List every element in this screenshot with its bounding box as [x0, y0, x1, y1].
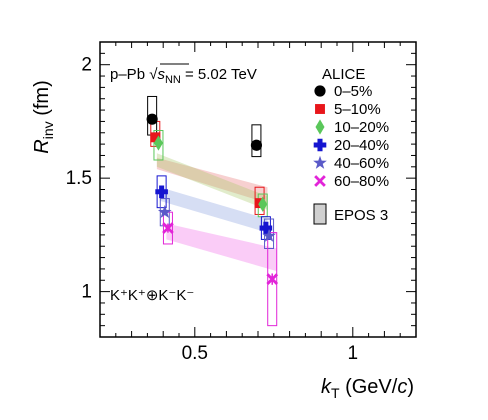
y-axis-label-sub: inv [40, 121, 56, 139]
legend-header: ALICE [322, 66, 365, 83]
s-symbol: s [157, 66, 165, 83]
data-markers [146, 113, 279, 285]
y-axis-label-rest: (fm) [31, 80, 53, 121]
data-point [266, 273, 279, 285]
legend-marker [313, 155, 327, 169]
legend-marker [313, 138, 327, 152]
data-point [162, 222, 174, 234]
x-axis-label-rest: (GeV/ [340, 376, 398, 398]
sys-box [153, 130, 164, 161]
epos3-bands [156, 153, 277, 272]
tick-labels: 0.5 1 1 1.5 2 [66, 55, 359, 364]
system-annotation: p–Pb √sNN = 5.02 TeV [110, 66, 257, 86]
legend-label: 60–80% [334, 173, 389, 190]
data-point [153, 135, 163, 151]
x-axis-label-close: ) [407, 376, 414, 398]
x-tick-label: 1 [348, 343, 359, 364]
legend-marker [315, 119, 325, 135]
legend-model-label: EPOS 3 [334, 207, 388, 224]
legend-model-box [313, 203, 327, 225]
x-axis-label: kT (GeV/c) [321, 376, 414, 401]
data-point [258, 196, 268, 212]
x-tick-label: 0.5 [182, 343, 208, 364]
sys-box [267, 232, 278, 327]
data-point [150, 132, 161, 143]
legend: 0–5%5–10%10–20%20–40%40–60%60–80% EPOS 3 [313, 83, 389, 225]
legend-marker [314, 175, 326, 187]
nn-subscript: NN [165, 74, 181, 86]
legend-label: 20–40% [334, 137, 389, 154]
y-tick-label: 1.5 [66, 168, 92, 189]
axis-ticks [99, 41, 417, 338]
legend-marker [315, 104, 325, 114]
y-tick-label: 1 [81, 282, 92, 303]
y-axis-label-main: R [31, 139, 53, 153]
data-point [259, 221, 273, 235]
legend-label: 0–5% [334, 83, 372, 100]
sqrt-sign: √ [149, 66, 158, 83]
pair-annotation: K⁺K⁺⊕K⁻K⁻ [110, 287, 194, 304]
data-point [155, 185, 168, 199]
y-tick-label: 2 [81, 55, 92, 76]
legend-marker [314, 85, 326, 97]
energy-text: = 5.02 TeV [181, 66, 257, 83]
data-point [146, 113, 158, 125]
x-axis-label-sub: T [331, 385, 340, 401]
system-prefix: p–Pb [110, 66, 149, 83]
x-axis-label-main: k [321, 376, 332, 398]
epos3-band-1 [156, 153, 268, 210]
data-point [250, 139, 262, 151]
epos3-band-2 [160, 187, 268, 233]
legend-label: 10–20% [334, 119, 389, 136]
data-point [157, 204, 172, 219]
legend-label: 5–10% [334, 101, 381, 118]
data-point [262, 228, 276, 242]
y-axis-label: Rinv (fm) [31, 80, 56, 153]
legend-label: 40–60% [334, 155, 389, 172]
x-axis-label-c: c [397, 376, 407, 398]
sys-box [251, 124, 262, 158]
epos3-band-0 [156, 157, 268, 204]
epos3-band-3 [166, 223, 277, 272]
